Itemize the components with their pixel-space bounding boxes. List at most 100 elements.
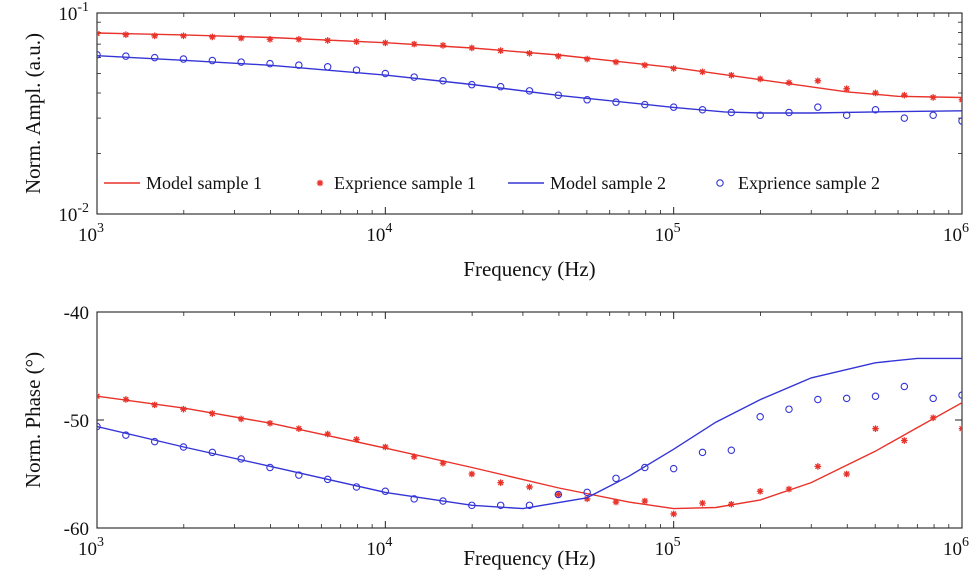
data-point-star [728,71,735,79]
x-tick-base: 10 [943,539,962,560]
data-point-circle [727,446,736,454]
y-tick-label: -60 [64,519,89,540]
series-line-3 [97,55,962,114]
data-point-star [353,436,360,443]
data-point-circle [554,91,563,99]
data-point-star [295,425,303,432]
data-point-circle [842,111,851,119]
data-point-circle [97,422,101,431]
data-point-circle [814,395,822,404]
y-axis-label: Norm. Ampl. (a.u.) [21,33,45,194]
data-point-star [180,405,187,413]
data-point-star [814,77,822,85]
data-point-star [497,479,504,486]
data-point-star [641,497,649,505]
data-point-circle [900,382,909,391]
data-point-star [209,33,216,41]
data-point-star [929,94,937,101]
data-point-star [151,32,158,40]
data-point-star [266,35,274,43]
data-point-circle [468,80,476,89]
x-tick-label: 104 [366,221,392,246]
data-point-circle [237,455,245,463]
data-point-circle [900,114,909,122]
y-tick-label: -50 [64,411,89,432]
data-point-circle [323,63,332,71]
data-point-circle [958,117,962,125]
plot-series-group [97,357,962,518]
x-tick-base: 10 [366,539,385,560]
data-point-circle [814,103,822,111]
data-point-circle [295,471,303,479]
data-point-star [843,85,850,93]
legend-circle-swatch [716,179,724,187]
data-point-circle [381,487,390,496]
data-point-star [901,437,908,444]
x-axis-label: Frequency (Hz) [463,257,595,281]
data-point-star [295,35,303,43]
y-tick-label: -40 [64,303,89,324]
data-point-circle [842,394,851,403]
data-point-star [756,75,764,83]
legend-label: Model sample 1 [146,173,262,193]
data-point-star [353,38,360,45]
x-tick-base: 10 [366,225,385,246]
data-point-circle [583,488,591,497]
data-point-star [814,463,822,470]
data-point-star [237,34,245,42]
data-point-circle [352,483,361,491]
y-tick-base: 10 [58,4,77,25]
data-point-circle [150,437,159,446]
legend-label: Exprience sample 2 [738,173,880,193]
x-tick-label: 103 [78,221,104,246]
x-tick-base: 10 [655,225,674,246]
data-point-circle [295,61,303,69]
data-point-circle [641,463,649,472]
data-point-star [555,491,562,498]
data-point-star [97,392,101,400]
data-point-star [97,30,101,37]
x-tick-exponent: 6 [962,535,969,550]
data-point-circle [439,497,447,505]
data-point-circle [410,73,418,81]
x-tick-label: 103 [78,535,104,560]
data-point-circle [871,106,880,114]
data-point-star [468,470,476,478]
data-point-star [439,42,447,49]
data-point-circle [122,52,130,60]
x-tick-exponent: 4 [385,535,392,550]
plot-series-group [97,30,962,125]
data-point-circle [97,50,101,59]
data-point-circle [929,394,937,403]
data-point-star [901,91,908,99]
data-point-star [699,499,706,507]
data-point-star [526,50,533,57]
data-point-star [122,396,130,403]
data-point-star [410,40,418,48]
data-point-star [237,415,245,423]
data-point-circle [727,108,736,117]
legend-star-swatch [316,179,324,187]
data-point-circle [612,474,620,483]
y-tick-label: 10-1 [58,0,89,25]
data-point-star [785,79,793,87]
x-axis-label: Frequency (Hz) [463,546,595,570]
data-point-star [266,419,274,427]
data-point-circle [496,82,505,91]
data-point-star [872,89,879,97]
data-point-circle [669,464,678,473]
data-point-circle [323,475,332,484]
y-tick-label: 10-2 [58,201,89,226]
data-point-star [785,485,793,493]
x-tick-exponent: 3 [97,535,104,550]
data-point-star [958,96,962,104]
data-point-star [670,65,677,72]
x-tick-base: 10 [78,225,97,246]
data-point-circle [641,100,649,109]
data-point-circle [756,413,764,421]
x-tick-base: 10 [655,539,674,560]
data-point-star [641,61,649,69]
